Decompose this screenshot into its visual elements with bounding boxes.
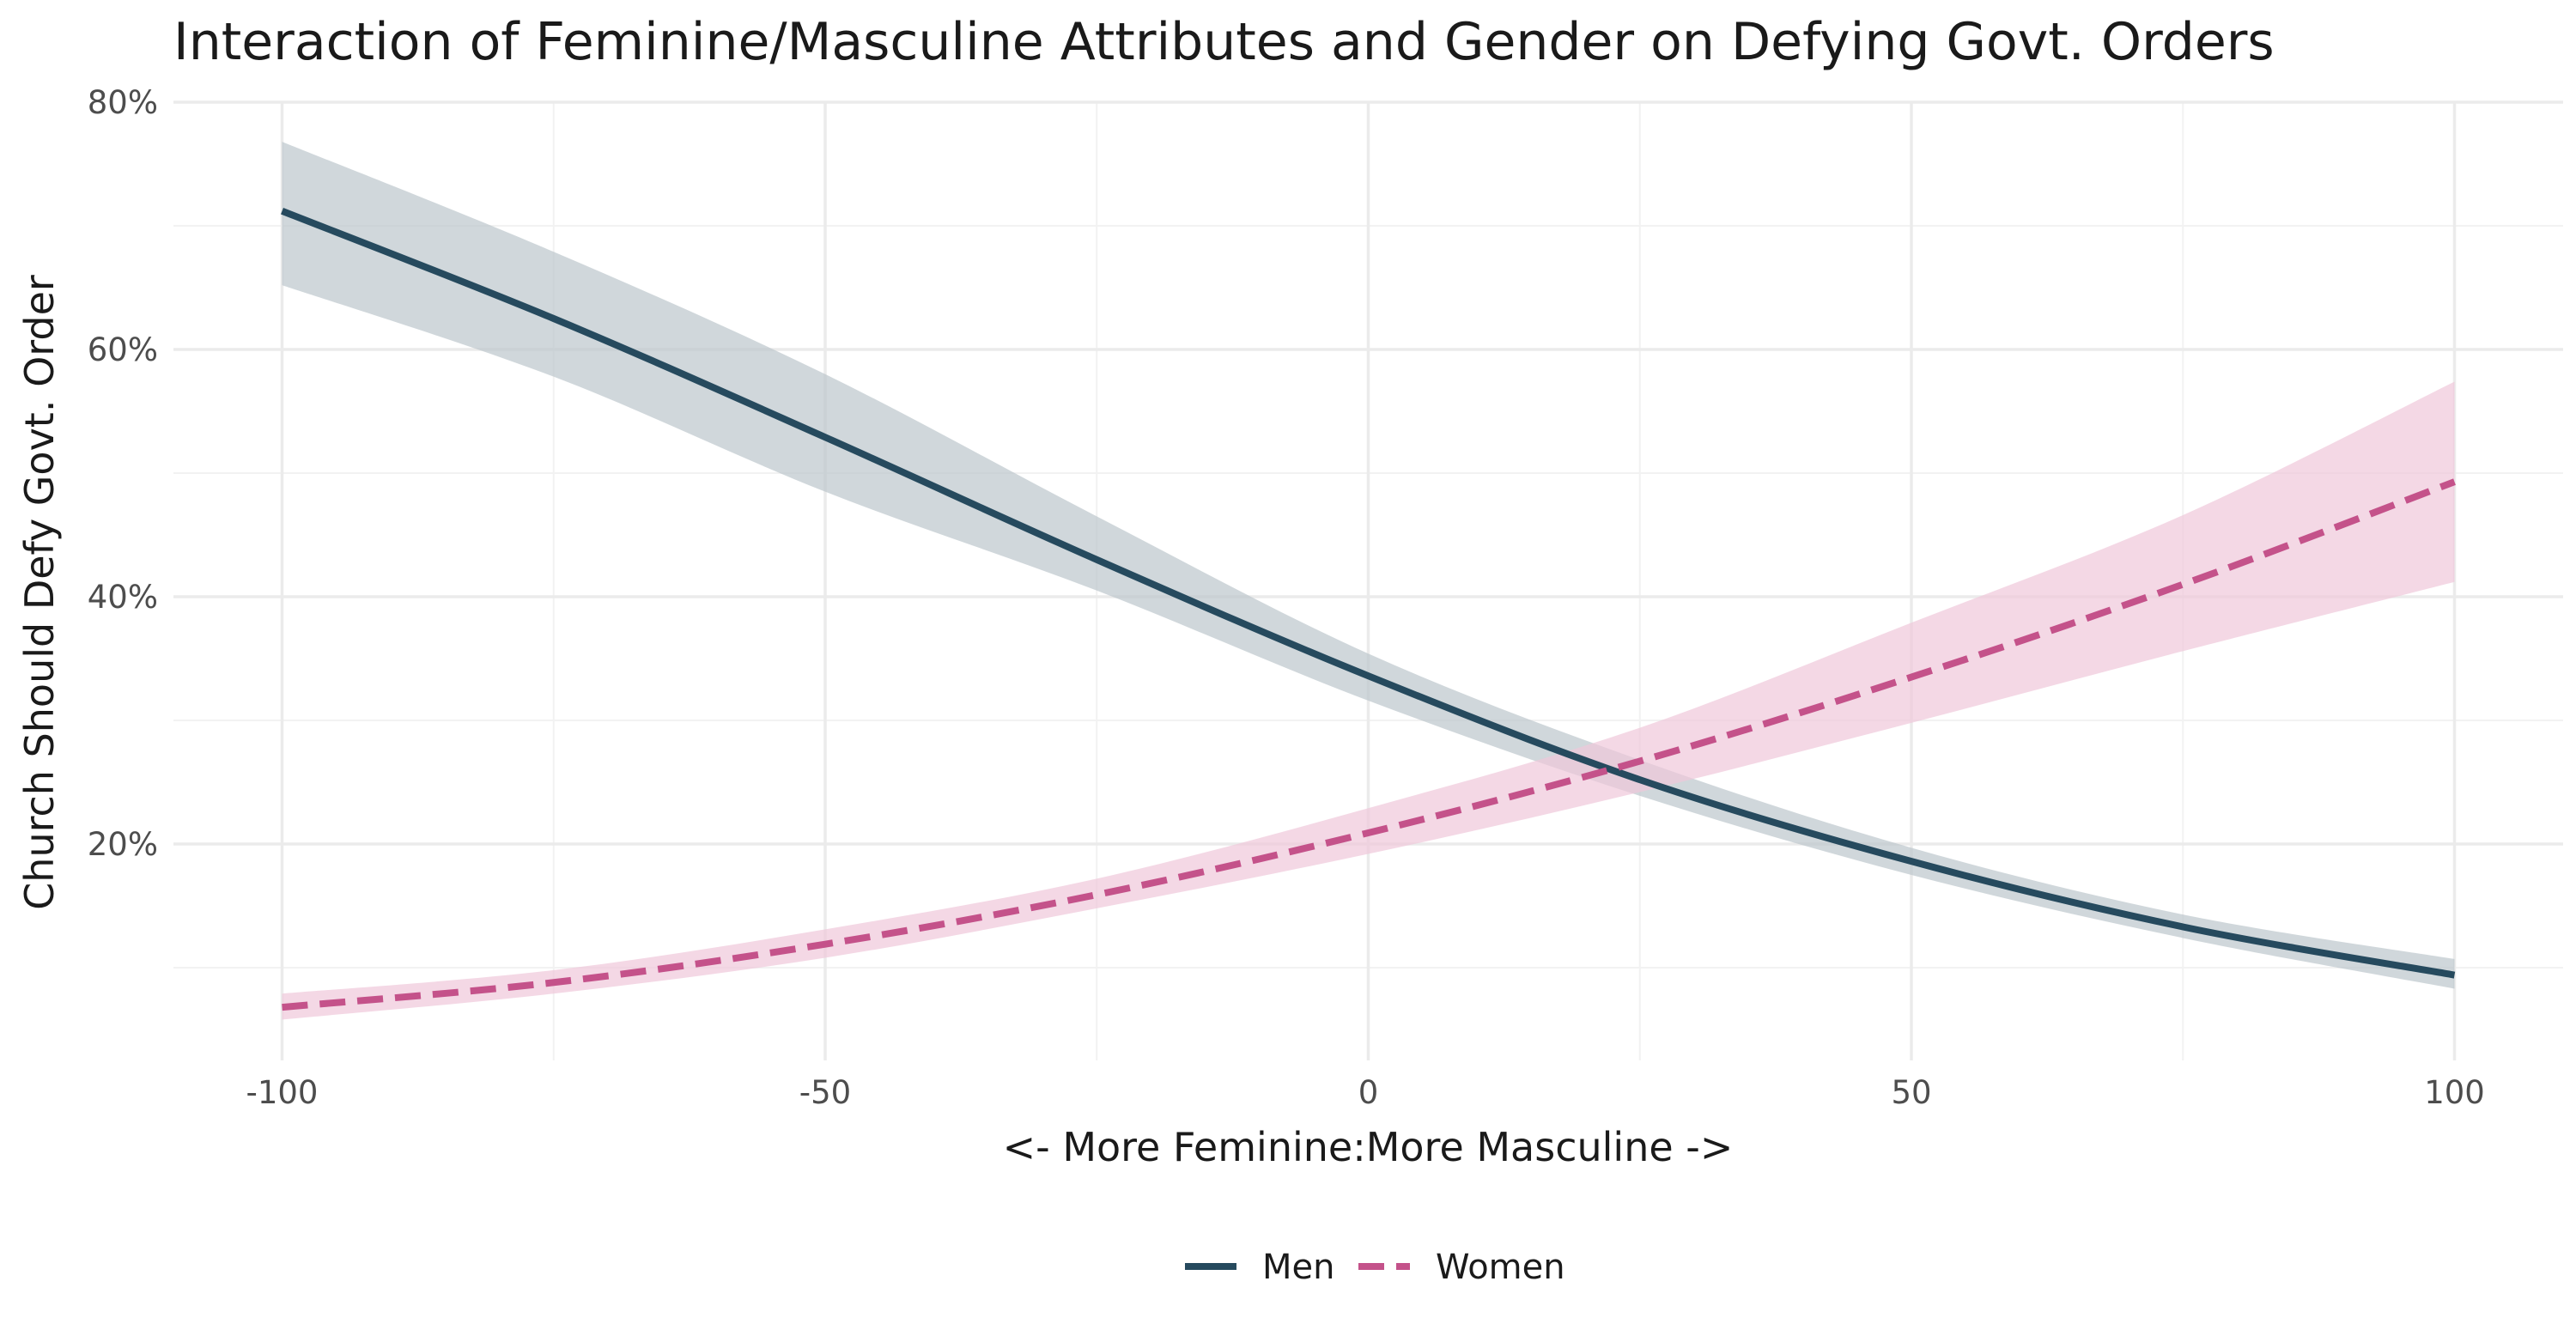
x-tick-label: -50	[799, 1074, 851, 1111]
x-tick-label: 100	[2424, 1074, 2485, 1111]
y-tick-label: 60%	[88, 331, 158, 368]
legend: Men Women	[1185, 1248, 1565, 1287]
x-tick-label: -100	[246, 1074, 319, 1111]
x-tick-label: 0	[1358, 1074, 1379, 1111]
x-tick-label: 50	[1891, 1074, 1931, 1111]
y-axis-ticks: 20% 40% 60% 80%	[88, 84, 158, 863]
x-axis-ticks: -100 -50 0 50 100	[246, 1074, 2485, 1111]
legend-label-women: Women	[1436, 1248, 1565, 1287]
series-line-women	[282, 478, 2456, 1011]
x-axis-title: <- More Feminine:More Masculine ->	[1003, 1124, 1734, 1170]
y-tick-label: 20%	[88, 826, 158, 863]
y-axis-title: Church Should Defy Govt. Order	[16, 275, 63, 910]
series-line-men	[281, 208, 2456, 979]
legend-label-men: Men	[1262, 1248, 1334, 1287]
series-lines	[281, 208, 2456, 1011]
y-tick-label: 80%	[88, 84, 158, 121]
chart-title: Interaction of Feminine/Masculine Attrib…	[173, 12, 2275, 72]
y-tick-label: 40%	[88, 579, 158, 616]
